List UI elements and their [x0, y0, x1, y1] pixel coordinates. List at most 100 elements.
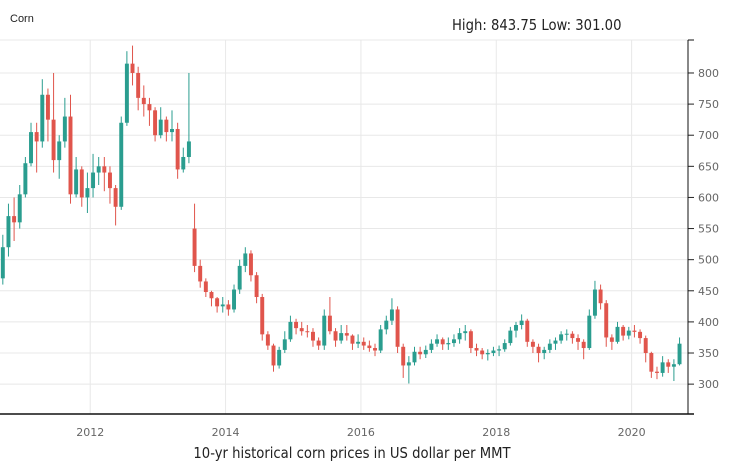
candle-body: [356, 341, 361, 344]
candle: [615, 321, 620, 344]
candle-body: [282, 339, 287, 350]
candle-body: [158, 119, 163, 136]
candle-body: [327, 315, 332, 332]
candle-body: [175, 128, 180, 170]
candle: [367, 340, 372, 352]
candle: [85, 172, 90, 213]
candle: [175, 122, 180, 179]
candle-body: [220, 304, 225, 307]
candle: [463, 325, 468, 341]
candle: [311, 328, 315, 347]
candle: [305, 325, 310, 338]
candle-body: [655, 371, 659, 373]
candle-body: [198, 265, 203, 282]
candle: [598, 284, 603, 310]
candle-body: [153, 110, 158, 136]
candle: [570, 331, 575, 344]
candle: [107, 166, 112, 204]
candle-body: [237, 265, 242, 290]
candle-body: [339, 333, 344, 341]
candle-body: [254, 275, 259, 298]
candle: [91, 153, 96, 198]
candle: [666, 359, 671, 373]
candle-body: [316, 340, 321, 346]
x-tick-label: 2018: [482, 426, 510, 439]
y-tick-label: 550: [698, 223, 719, 236]
candle: [254, 272, 259, 304]
candle: [638, 329, 643, 344]
candle: [491, 346, 496, 357]
candles: [0, 45, 682, 384]
candle: [671, 359, 676, 382]
candle: [339, 325, 344, 344]
candle: [209, 290, 214, 307]
candle-body: [474, 348, 479, 351]
candle: [186, 72, 191, 164]
candle: [136, 66, 141, 111]
candle: [677, 337, 682, 366]
candle: [361, 337, 366, 350]
candle: [350, 334, 355, 350]
candle: [502, 339, 507, 352]
candle: [609, 334, 614, 350]
candle: [378, 325, 383, 354]
candle-body: [147, 104, 152, 111]
candle-body: [463, 331, 468, 334]
y-tick-label: 700: [698, 129, 719, 142]
candle: [649, 351, 654, 378]
candle: [147, 97, 152, 126]
candle: [451, 334, 456, 347]
candle-body: [119, 122, 124, 207]
y-tick-label: 800: [698, 67, 719, 80]
candle-body: [570, 333, 575, 339]
candle: [113, 184, 118, 226]
candle-body: [203, 281, 208, 293]
candle-body: [435, 339, 440, 344]
candle: [519, 314, 524, 330]
candle: [480, 348, 485, 360]
candle-body: [186, 141, 191, 157]
candle-body: [666, 362, 671, 367]
candle-body: [367, 345, 372, 349]
candle-body: [373, 348, 377, 351]
candle-body: [609, 337, 614, 342]
candle-body: [525, 320, 530, 342]
candle-body: [29, 132, 33, 164]
candle: [198, 259, 203, 288]
candle-body: [457, 333, 462, 340]
candle-body: [559, 334, 564, 341]
candle-body: [243, 253, 248, 266]
candle: [604, 300, 609, 347]
high-low-readout: High: 843.75 Low: 301.00: [452, 16, 622, 34]
candle: [536, 343, 541, 363]
candle: [130, 45, 135, 86]
candle: [327, 297, 332, 335]
candle-body: [271, 345, 276, 366]
candle: [389, 298, 394, 326]
candle: [265, 331, 270, 350]
candle-body: [34, 132, 39, 142]
candle: [621, 325, 626, 341]
chart-caption: 10-yr historical corn prices in US dolla…: [193, 444, 511, 462]
y-tick-label: 750: [698, 98, 719, 111]
candle-body: [598, 289, 603, 304]
candle: [626, 326, 631, 340]
candle: [525, 318, 530, 347]
candle-body: [299, 328, 304, 332]
candle-body: [17, 194, 22, 223]
candle-body: [23, 163, 28, 195]
candle-body: [45, 94, 50, 120]
candle: [68, 94, 73, 204]
candle: [192, 203, 197, 273]
candle-body: [277, 349, 282, 366]
y-tick-label: 300: [698, 378, 719, 391]
candle: [79, 166, 84, 207]
candle-body: [57, 141, 62, 161]
candle: [446, 337, 451, 350]
candle-body: [226, 304, 231, 310]
candle: [12, 197, 17, 242]
candle: [277, 346, 282, 369]
candle: [215, 297, 220, 313]
y-tick-label: 650: [698, 160, 719, 173]
candle-body: [51, 119, 56, 161]
